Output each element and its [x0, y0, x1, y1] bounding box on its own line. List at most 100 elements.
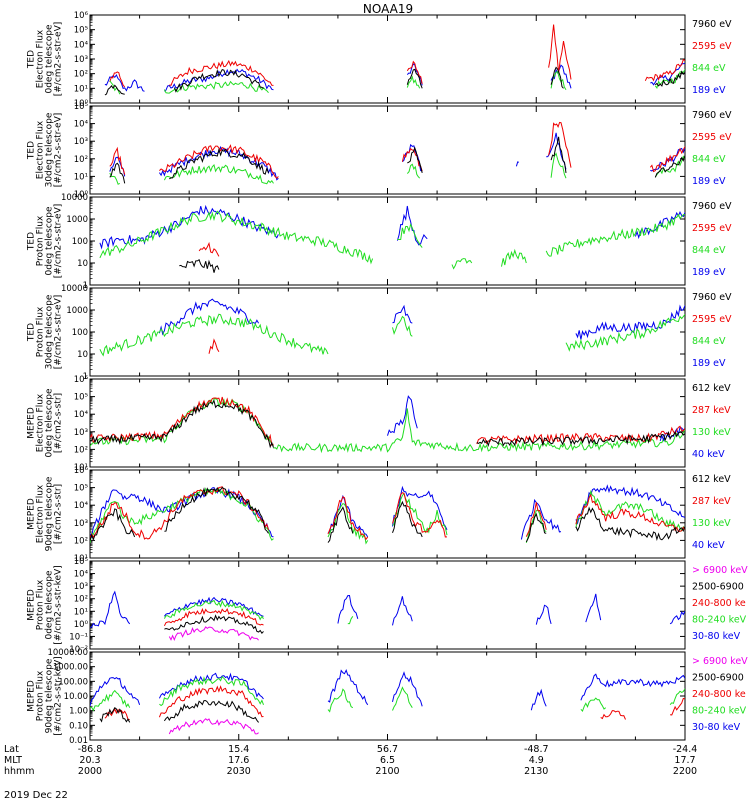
footer-value: 2000	[78, 766, 102, 777]
y-tick-label: 10¹	[74, 84, 88, 94]
legend-entry: > 6900 keV	[692, 565, 748, 576]
y-tick-label: 10¹	[74, 607, 88, 617]
y-axis-label: TEDElectron Flux0deg telescope[#/cm2-s-s…	[27, 22, 64, 97]
y-tick-label: 1	[83, 372, 88, 382]
panel-7: 10⁻² 10⁻¹ 10⁰ 10¹ 10² 10³ 10⁴ 10⁵ MEPEDProton Fl…	[27, 557, 749, 655]
footer-value: 6.5	[380, 755, 395, 766]
series-blue-segment	[535, 604, 552, 625]
series-green-segment	[669, 688, 685, 706]
chart-title: NOAA19	[363, 2, 413, 16]
y-tick-label: 10¹	[74, 463, 88, 473]
series-blue-segment	[396, 205, 428, 246]
series-green-segment	[406, 163, 421, 179]
series-red-segment	[548, 121, 572, 168]
legend-entry: 287 keV	[692, 496, 731, 507]
series-red-segment	[575, 493, 685, 532]
series-red-segment	[525, 502, 547, 537]
y-tick-label: 10000.00	[47, 648, 88, 658]
series-green-segment	[392, 492, 448, 536]
series-blue-segment	[650, 62, 685, 86]
series-red-segment	[90, 486, 269, 540]
footer-row-label: MLT	[4, 755, 22, 766]
series-green-segment	[99, 313, 329, 357]
y-tick-label: 10⁴	[74, 570, 89, 580]
panel-frame	[89, 560, 686, 650]
y-tick-label: 10¹	[74, 554, 88, 564]
series-black-segment	[406, 68, 423, 89]
series-green-segment	[550, 152, 567, 179]
series-blue-segment	[392, 485, 448, 531]
series-green-segment	[501, 248, 527, 267]
series-black-segment	[179, 259, 220, 273]
series-green-segment	[392, 315, 413, 337]
legend-entry: 40 keV	[692, 540, 725, 551]
legend-entry: 844 eV	[692, 336, 726, 347]
y-tick-label: 1000	[66, 306, 88, 316]
y-tick-label: 0.10	[69, 721, 88, 731]
y-tick-label: 10⁻¹	[69, 632, 88, 642]
footer-value: 15.4	[228, 744, 249, 755]
series-blue-segment	[164, 68, 274, 92]
series-blue-segment	[520, 498, 562, 540]
series-red-segment	[392, 492, 448, 538]
legend-entry: 844 eV	[692, 154, 726, 165]
panel-stack: 10⁰ 10¹ 10² 10³ 10⁴ 10⁵ 10⁶ TEDElectron Flux0de…	[27, 11, 749, 746]
panel-frame	[89, 105, 686, 195]
series-black-segment	[109, 162, 126, 184]
series-red-segment	[198, 241, 220, 257]
y-tick-label: 100.00	[58, 677, 88, 687]
series-blue-segment	[530, 688, 547, 711]
series-red-segment	[401, 147, 423, 172]
series-black-segment	[550, 66, 564, 89]
series-green-segment	[550, 70, 567, 91]
y-tick-label: 1000	[66, 215, 88, 225]
footer-value: 17.6	[228, 755, 249, 766]
series-blue-segment	[90, 590, 131, 628]
series-magenta-segment	[168, 718, 259, 735]
series-magenta-segment	[168, 626, 259, 642]
panel-data	[99, 204, 685, 273]
series-black-segment	[90, 399, 274, 449]
footer-value: -86.8	[78, 744, 103, 755]
series-green-segment	[99, 210, 374, 265]
y-tick-label: 10⁴	[74, 120, 89, 130]
legend-entry: 189 eV	[692, 267, 726, 278]
legend-entry: 7960 eV	[692, 110, 732, 121]
footer-value: 2100	[375, 766, 399, 777]
series-green-segment	[327, 688, 354, 713]
series-black-segment	[654, 155, 685, 178]
y-axis-label: MEPEDElectron Flux0deg telescope[#/cm2-s…	[27, 388, 64, 458]
y-axis-label: MEPEDProton Flux0deg telescope[#/cm2-s-s…	[27, 565, 64, 644]
legend-entry: 40 keV	[692, 449, 725, 460]
series-black-segment	[90, 508, 136, 541]
y-tick-label: 10⁴	[74, 40, 89, 50]
series-red-segment	[109, 146, 126, 175]
series-red-segment	[649, 146, 685, 173]
y-tick-label: 10⁵	[74, 102, 88, 112]
y-tick-label: 10⁰	[74, 190, 89, 200]
y-tick-label: 10⁵	[74, 484, 88, 494]
legend-entry: 2595 eV	[692, 314, 732, 325]
y-tick-label: 10³	[74, 582, 88, 592]
date-label: 2019 Dec 22	[4, 790, 68, 800]
y-tick-label: 1	[83, 281, 88, 291]
footer-value: -24.4	[673, 744, 698, 755]
series-red-segment	[208, 338, 220, 354]
panel-8: 0.01 0.10 1.00 10.00 100.00 1000.00 10000.00ME…	[27, 648, 749, 746]
y-tick-label: 10.00	[64, 692, 88, 702]
series-blue-segment	[99, 204, 279, 250]
series-black-segment	[104, 84, 125, 96]
series-blue-segment	[90, 487, 274, 539]
series-red-segment	[406, 60, 423, 85]
y-tick-label: 10²	[74, 445, 88, 455]
y-tick-label: 10⁵	[74, 557, 88, 567]
legend-entry: 844 eV	[692, 245, 726, 256]
legend-entry: 2595 eV	[692, 41, 732, 52]
footer-value: 20.3	[79, 755, 100, 766]
legend-entry: 612 keV	[692, 474, 731, 485]
series-black-segment	[163, 700, 259, 723]
legend-entry: 2500-6900	[692, 582, 744, 593]
legend-entry: 30-80 keV	[692, 631, 741, 642]
